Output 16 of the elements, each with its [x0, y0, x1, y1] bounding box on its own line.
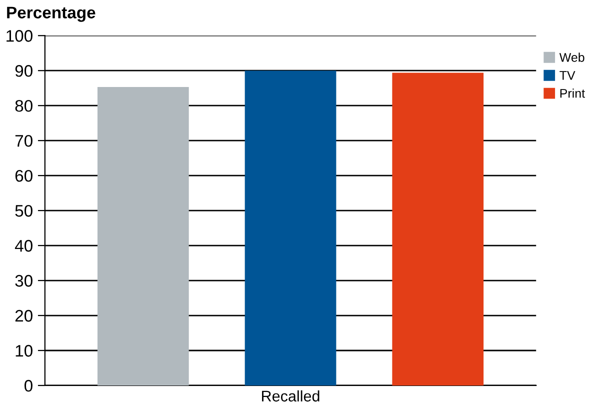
y-tick-label: 40	[14, 240, 32, 252]
y-tick-label: 0	[24, 380, 32, 392]
y-tick-label: 100	[6, 30, 32, 42]
y-tick-label: 50	[15, 204, 32, 217]
y-tick-label: 30	[15, 274, 32, 287]
y-tick-label: 90	[15, 65, 32, 77]
legend-label: TV	[560, 71, 576, 80]
y-tick-label: 70	[15, 134, 32, 147]
legend-label: Web	[559, 52, 584, 62]
x-tick-label: Recalled	[262, 390, 320, 402]
y-tick-label: 60	[15, 170, 32, 182]
y-tick-label: 20	[15, 310, 32, 322]
y-axis-title: Percentage	[7, 6, 96, 22]
y-tick-label: 80	[15, 100, 32, 112]
y-tick-label: 10	[16, 344, 32, 357]
legend-label: Print	[560, 88, 585, 98]
